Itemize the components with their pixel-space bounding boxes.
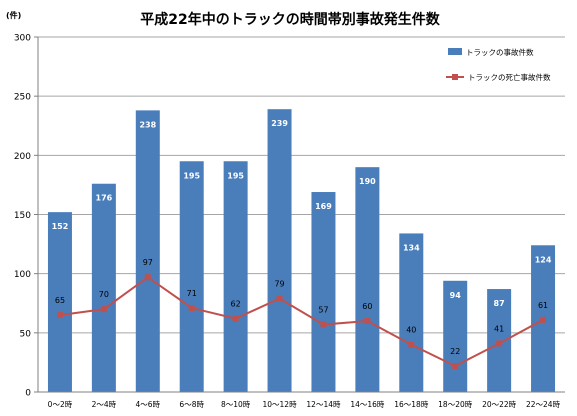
line-data-label: 71 <box>187 289 197 298</box>
legend-line-marker <box>452 74 458 80</box>
bar-series <box>47 109 556 392</box>
y-axis-tick-labels: 0 50 100 150 200 250 300 <box>14 34 31 399</box>
line-point <box>364 318 371 324</box>
bar <box>135 110 160 392</box>
y-tick-label: 0 <box>25 389 31 399</box>
line-point <box>540 316 547 323</box>
bar-data-label: 190 <box>359 177 376 186</box>
bar <box>91 183 116 392</box>
x-tick-label: 16～18時 <box>394 400 429 409</box>
y-tick-label: 100 <box>14 270 31 280</box>
legend-line-label: トラックの死亡事故件数 <box>468 72 551 82</box>
line-point <box>452 362 459 369</box>
bar <box>355 167 380 392</box>
line-data-label: 70 <box>99 290 109 299</box>
line-point <box>100 306 107 313</box>
x-tick-label: 8～10時 <box>221 400 251 409</box>
bar-data-label: 195 <box>183 171 200 180</box>
line-point <box>144 274 151 281</box>
x-tick-label: 22～24時 <box>526 400 561 409</box>
bar-data-label: 124 <box>535 255 552 264</box>
line-data-label: 97 <box>143 258 153 267</box>
y-axis-unit-label: (件) <box>6 10 21 20</box>
bar <box>267 109 292 392</box>
line-point <box>232 315 239 322</box>
x-tick-label: 4～6時 <box>136 400 161 409</box>
bar-data-label: 152 <box>52 222 69 231</box>
bar <box>311 192 336 392</box>
line-point <box>188 304 195 311</box>
bar-data-label: 87 <box>494 299 505 308</box>
gridlines <box>38 36 565 393</box>
line-path <box>59 275 544 368</box>
chart-title: 平成22年中のトラックの時間帯別事故発生件数 <box>140 11 440 28</box>
line-point <box>276 295 283 302</box>
line-data-label: 79 <box>274 280 284 289</box>
line-data-label: 22 <box>450 347 460 356</box>
bar <box>223 161 248 392</box>
bar-data-label: 239 <box>271 119 288 128</box>
x-tick-label: 6～8時 <box>179 400 204 409</box>
line-data-label: 40 <box>406 326 416 335</box>
bar <box>179 161 204 392</box>
line-data-label: 61 <box>538 301 548 310</box>
x-tick-label: 12～14時 <box>306 400 341 409</box>
x-axis-tick-labels: 0～2時 2～4時 4～6時 6～8時 8～10時 10～12時 12～14時 14～16時 1… <box>48 400 561 409</box>
x-tick-label: 14～16時 <box>350 400 385 409</box>
bar <box>443 280 468 392</box>
bar-data-labels: 152 176 238 195 195 239 169 190 134 94 87 124 <box>52 119 552 308</box>
x-tick-label: 10～12時 <box>262 400 297 409</box>
bar <box>399 233 424 392</box>
bar-data-label: 94 <box>450 291 462 300</box>
bar-data-label: 169 <box>315 202 332 211</box>
line-data-label: 41 <box>494 324 504 333</box>
line-data-label: 60 <box>362 302 372 311</box>
line-data-labels: 65 70 97 71 62 79 57 60 40 22 41 61 <box>55 258 548 356</box>
axes <box>34 36 565 393</box>
y-tick-label: 300 <box>14 34 31 44</box>
y-tick-label: 50 <box>20 329 32 339</box>
line-point <box>320 321 327 328</box>
bar-data-label: 176 <box>96 194 113 203</box>
line-data-label: 62 <box>231 300 241 309</box>
bar-data-label: 195 <box>227 171 244 180</box>
x-tick-label: 2～4時 <box>92 400 117 409</box>
x-tick-label: 0～2時 <box>48 400 73 409</box>
legend-bar-swatch <box>448 48 462 55</box>
x-tick-label: 18～20時 <box>438 400 473 409</box>
line-point <box>408 341 415 348</box>
bar-data-label: 238 <box>139 120 156 129</box>
legend-bar-label: トラックの事故件数 <box>466 47 534 57</box>
bar-data-label: 134 <box>403 243 420 252</box>
bar <box>47 212 72 392</box>
y-tick-label: 150 <box>14 211 31 221</box>
y-tick-label: 250 <box>14 93 31 103</box>
y-tick-label: 200 <box>14 152 31 162</box>
line-series <box>56 274 547 369</box>
line-point <box>56 312 63 319</box>
line-data-label: 65 <box>55 296 65 305</box>
line-data-label: 57 <box>318 306 328 315</box>
line-point <box>496 340 503 347</box>
x-tick-label: 20～22時 <box>482 400 517 409</box>
